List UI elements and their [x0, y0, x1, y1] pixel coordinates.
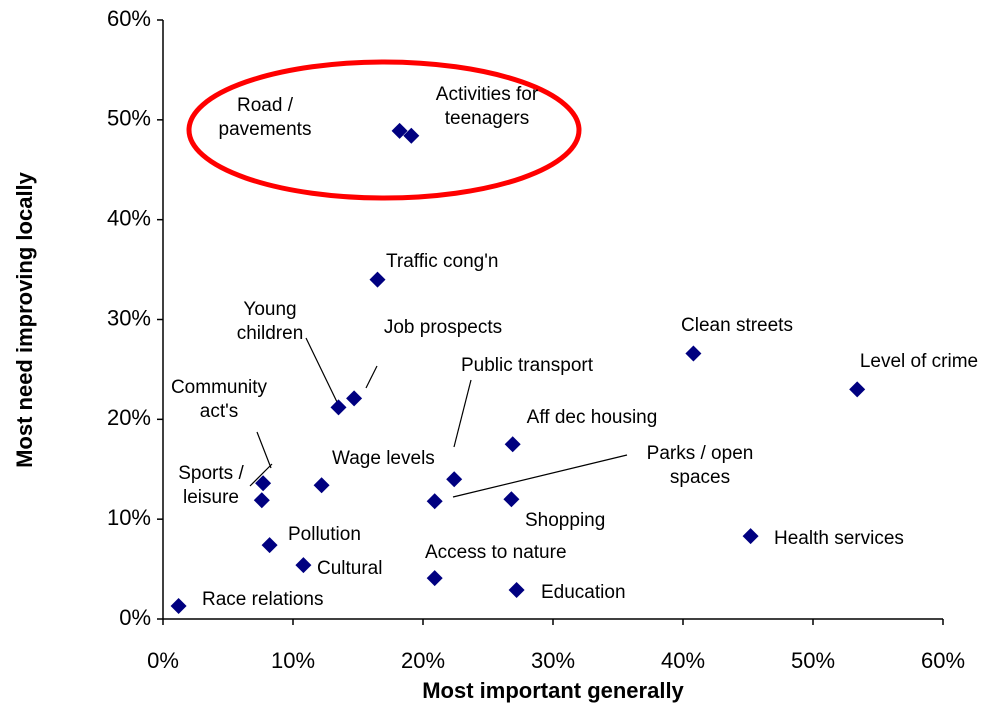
- point-label: children: [237, 323, 304, 344]
- x-tick-label: 20%: [401, 648, 445, 673]
- point: [391, 122, 408, 139]
- point: [403, 127, 420, 144]
- point-label: Sports /: [178, 463, 244, 484]
- x-tick-label: 0%: [147, 648, 179, 673]
- point-label: Traffic cong'n: [386, 251, 498, 272]
- point-label: Pollution: [288, 524, 361, 545]
- x-tick-label: 30%: [531, 648, 575, 673]
- y-tick-label: 40%: [107, 205, 151, 230]
- point-label: Parks / open: [647, 443, 754, 464]
- y-tick-label: 10%: [107, 505, 151, 530]
- point-label: teenagers: [445, 108, 530, 129]
- point-label: pavements: [219, 119, 312, 140]
- y-tick-label: 20%: [107, 405, 151, 430]
- point-label: Level of crime: [860, 351, 978, 372]
- point-label: Young: [243, 299, 296, 320]
- point-label: Clean streets: [681, 315, 793, 336]
- y-tick-label: 60%: [107, 6, 151, 31]
- point: [426, 570, 443, 587]
- point: [253, 492, 270, 509]
- point: [503, 491, 520, 508]
- point-label: Activities for: [436, 84, 539, 105]
- point-label: Health services: [774, 528, 904, 549]
- point: [170, 598, 187, 615]
- point-label: Public transport: [461, 355, 594, 376]
- leader-line: [249, 463, 273, 487]
- point: [508, 582, 525, 599]
- point-label: act's: [200, 401, 238, 422]
- point: [849, 381, 866, 398]
- point: [685, 345, 702, 362]
- point-label: leisure: [183, 487, 239, 508]
- point-label: spaces: [670, 467, 730, 488]
- x-tick-label: 50%: [791, 648, 835, 673]
- point: [369, 271, 386, 288]
- point-label: Education: [541, 582, 626, 603]
- leader-line: [365, 365, 378, 389]
- point-label: Wage levels: [332, 448, 435, 469]
- point-label: Aff dec housing: [527, 407, 658, 428]
- x-axis-title: Most important generally: [422, 678, 684, 703]
- leader-line: [256, 431, 272, 469]
- point: [295, 557, 312, 574]
- x-tick-label: 60%: [921, 648, 965, 673]
- point: [330, 399, 347, 416]
- leader-line: [452, 454, 628, 498]
- y-axis-title: Most need improving locally: [12, 171, 37, 468]
- point: [261, 537, 278, 554]
- point: [504, 436, 521, 453]
- point-label: Race relations: [202, 589, 323, 610]
- point-label: Access to nature: [425, 542, 567, 563]
- point: [426, 493, 443, 510]
- y-tick-label: 0%: [119, 605, 151, 630]
- point-label: Community: [171, 377, 268, 398]
- x-tick-label: 40%: [661, 648, 705, 673]
- x-tick-label: 10%: [271, 648, 315, 673]
- y-tick-label: 50%: [107, 106, 151, 131]
- point: [313, 477, 330, 494]
- point: [446, 471, 463, 488]
- point-label: Shopping: [525, 510, 605, 531]
- y-tick-label: 30%: [107, 305, 151, 330]
- point-label: Job prospects: [384, 317, 502, 338]
- leader-line: [305, 337, 338, 403]
- highlight-ellipse: [186, 59, 582, 201]
- point: [742, 528, 759, 545]
- point: [255, 475, 272, 492]
- point: [346, 390, 363, 407]
- point-label: Cultural: [317, 558, 382, 579]
- point-label: Road /: [237, 95, 294, 116]
- leader-line: [453, 379, 472, 448]
